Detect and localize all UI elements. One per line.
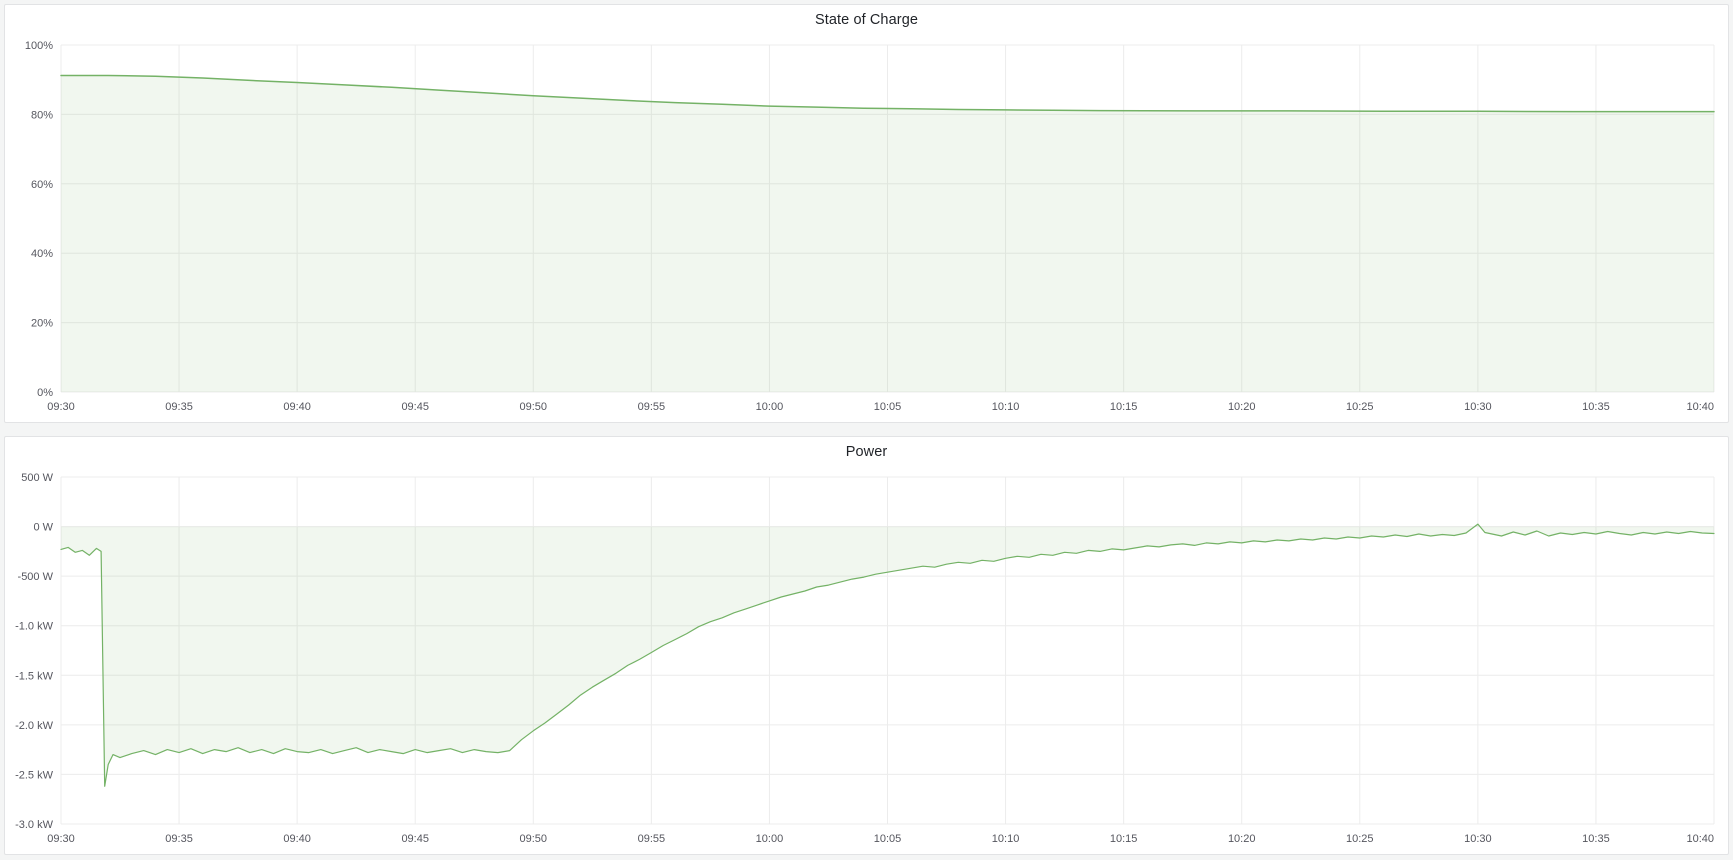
- y-tick-label: 0 W: [33, 522, 53, 534]
- x-tick-label: 09:30: [47, 833, 75, 845]
- x-tick-label: 09:50: [520, 401, 548, 413]
- x-tick-label: 10:10: [992, 833, 1020, 845]
- x-tick-label: 09:40: [283, 833, 311, 845]
- x-tick-label: 09:40: [283, 401, 311, 413]
- state-of-charge-chart[interactable]: 09:30 09:35 09:40 09:45 09:50 09:55 10:00 10:05…: [5, 35, 1728, 422]
- x-tick-label: 10:05: [874, 833, 902, 845]
- y-tick-label: 40%: [31, 248, 53, 260]
- y-tick-label: -3.0 kW: [15, 819, 54, 831]
- x-tick-label: 10:30: [1464, 833, 1492, 845]
- panel-title-state-of-charge[interactable]: State of Charge: [814, 12, 919, 28]
- y-tick-label: -2.5 kW: [15, 769, 54, 781]
- x-tick-label: 09:30: [47, 401, 75, 413]
- y-tick-label: 20%: [31, 318, 53, 330]
- x-tick-label: 09:55: [638, 833, 666, 845]
- series-area: [61, 524, 1714, 787]
- x-tick-label: 09:45: [401, 833, 429, 845]
- x-tick-label: 10:40: [1686, 833, 1714, 845]
- panel-power: Power 09:30 09:35 09:40 09:45 09:50 09:55 10:0…: [4, 436, 1729, 855]
- x-tick-label: 10:35: [1582, 401, 1610, 413]
- y-tick-label: -1.0 kW: [15, 621, 54, 633]
- panel-title-power[interactable]: Power: [845, 444, 888, 460]
- x-tick-label: 10:10: [992, 401, 1020, 413]
- series-line: [60, 74, 1715, 113]
- power-chart[interactable]: 09:30 09:35 09:40 09:45 09:50 09:55 10:00 10:05…: [5, 467, 1728, 854]
- y-tick-label: 60%: [31, 179, 53, 191]
- panel-header-power[interactable]: Power: [5, 437, 1728, 467]
- x-tick-label: 09:50: [520, 833, 548, 845]
- series-line: [60, 523, 1715, 787]
- x-tick-label: 10:35: [1582, 833, 1610, 845]
- x-tick-label: 09:45: [401, 401, 429, 413]
- x-tick-label: 10:25: [1346, 833, 1374, 845]
- series-area: [61, 75, 1714, 392]
- x-tick-label: 09:55: [638, 401, 666, 413]
- x-tick-label: 10:05: [874, 401, 902, 413]
- y-tick-label: -1.5 kW: [15, 670, 54, 682]
- x-tick-label: 10:20: [1228, 401, 1256, 413]
- panel-header-state-of-charge[interactable]: State of Charge: [5, 5, 1728, 35]
- x-tick-label: 10:15: [1110, 401, 1138, 413]
- y-tick-label: -500 W: [18, 571, 54, 583]
- x-tick-label: 10:30: [1464, 401, 1492, 413]
- x-tick-label: 09:35: [165, 833, 193, 845]
- x-tick-label: 09:35: [165, 401, 193, 413]
- y-tick-label: 80%: [31, 109, 53, 121]
- y-tick-label: -2.0 kW: [15, 720, 54, 732]
- x-tick-label: 10:00: [756, 401, 784, 413]
- y-tick-label: 0%: [37, 387, 53, 399]
- x-tick-label: 10:15: [1110, 833, 1138, 845]
- panel-state-of-charge: State of Charge 09:30 09:35 09:40 09:45 09:5…: [4, 4, 1729, 423]
- y-tick-label: 100%: [25, 40, 53, 52]
- x-tick-label: 10:40: [1686, 401, 1714, 413]
- x-tick-label: 10:00: [756, 833, 784, 845]
- x-tick-label: 10:25: [1346, 401, 1374, 413]
- x-tick-label: 10:20: [1228, 833, 1256, 845]
- y-tick-label: 500 W: [21, 472, 53, 484]
